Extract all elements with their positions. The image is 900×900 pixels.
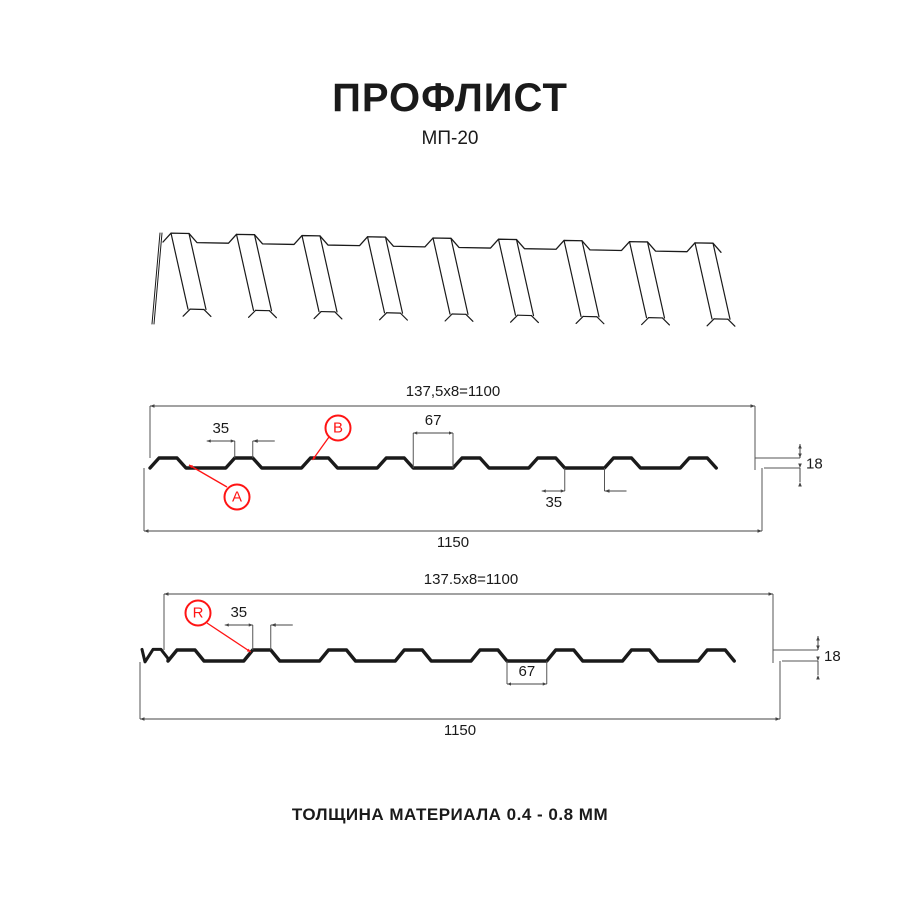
svg-text:35: 35: [545, 494, 562, 511]
svg-text:67: 67: [519, 663, 536, 680]
svg-text:1150: 1150: [444, 722, 476, 739]
svg-text:B: B: [333, 420, 343, 437]
svg-text:137.5x8=1100: 137.5x8=1100: [424, 571, 518, 588]
svg-text:18: 18: [806, 456, 823, 473]
svg-text:35: 35: [212, 420, 229, 437]
svg-text:1150: 1150: [437, 534, 469, 551]
svg-text:A: A: [232, 489, 242, 506]
svg-text:18: 18: [824, 648, 841, 665]
svg-text:R: R: [193, 605, 204, 622]
svg-text:137,5x8=1100: 137,5x8=1100: [406, 383, 500, 400]
svg-text:35: 35: [230, 604, 247, 621]
svg-text:67: 67: [425, 412, 442, 429]
